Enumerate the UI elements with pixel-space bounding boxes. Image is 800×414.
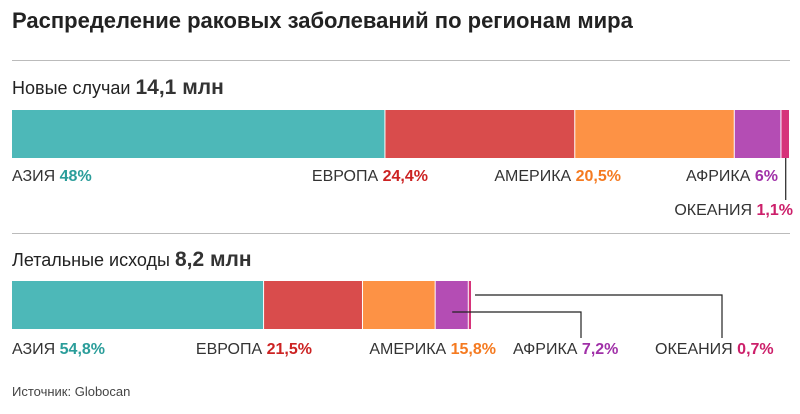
segment-label: АМЕРИКА 15,8% [369, 341, 496, 359]
segment-label: ЕВРОПА 21,5% [196, 341, 312, 359]
region-value: 48% [59, 168, 92, 185]
region-name: АМЕРИКА [369, 341, 451, 358]
bar-segment-азия [12, 281, 264, 329]
region-name: ЕВРОПА [195, 341, 267, 358]
region-value: 1,1% [756, 202, 793, 219]
bar-segment-африка [734, 110, 781, 158]
segment-label: ОКЕАНИЯ 0,7% [655, 341, 774, 359]
leader-line-oceania [475, 294, 723, 338]
source-note: Источник: Globocan [12, 384, 131, 399]
region-value: 20,5% [575, 168, 621, 185]
new-cases-total: 14,1 млн [135, 76, 224, 99]
divider [12, 233, 790, 234]
bar-segment-америка [575, 110, 734, 158]
bar-segment-азия [12, 110, 385, 158]
segment-label: ЕВРОПА 24,4% [312, 168, 428, 186]
region-value: 0,7% [737, 341, 774, 358]
bar-segment-америка [362, 281, 435, 329]
region-value: 24,4% [382, 168, 428, 185]
deaths-header: Летальные исходы 8,2 млн [12, 248, 252, 272]
region-name: АЗИЯ [12, 168, 60, 185]
divider [12, 60, 790, 61]
region-name: АЗИЯ [12, 341, 60, 358]
leader-line-africa [452, 311, 582, 338]
new-cases-header: Новые случаи 14,1 млн [12, 76, 224, 100]
new-cases-label: Новые случаи [12, 78, 131, 98]
bar-segment-океания [781, 110, 789, 158]
region-value: 6% [754, 168, 778, 185]
segment-label: АФРИКА 6% [686, 168, 778, 186]
region-name: ЕВРОПА [311, 168, 383, 185]
region-name: АФРИКА [513, 341, 582, 358]
deaths-total: 8,2 млн [174, 248, 252, 271]
segment-label: АФРИКА 7,2% [513, 341, 618, 359]
region-name: ОКЕАНИЯ [655, 341, 738, 358]
region-name: АМЕРИКА [494, 168, 576, 185]
segment-label: ОКЕАНИЯ 1,1% [674, 202, 793, 220]
region-value: 15,8% [450, 341, 496, 358]
bar-segment-европа [264, 281, 362, 329]
bar-segment-африка [435, 281, 468, 329]
segment-label: АЗИЯ 54,8% [12, 341, 105, 359]
region-value: 7,2% [581, 341, 619, 358]
region-value: 21,5% [266, 341, 312, 358]
segment-label: АМЕРИКА 20,5% [494, 168, 621, 186]
bar-segment-европа [385, 110, 575, 158]
deaths-label: Летальные исходы [12, 250, 170, 270]
segment-label: АЗИЯ 48% [12, 168, 92, 186]
chart-title: Распределение раковых заболеваний по рег… [12, 8, 633, 33]
region-value: 54,8% [59, 341, 106, 358]
bar-segment-океания [468, 281, 471, 329]
region-name: АФРИКА [685, 168, 755, 185]
region-name: ОКЕАНИЯ [674, 202, 757, 219]
